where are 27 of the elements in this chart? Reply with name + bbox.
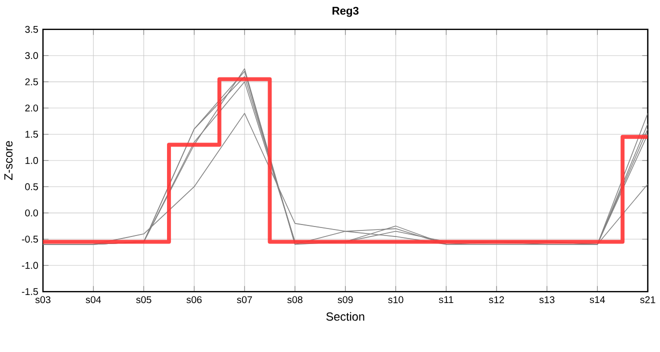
x-tick-label: s07 (236, 296, 252, 304)
y-tick-label: 1.0 (26, 156, 38, 164)
y-tick-label: 1.5 (26, 130, 38, 138)
x-tick-label: s03 (35, 296, 50, 304)
x-tick-label: s06 (186, 296, 202, 304)
x-tick-label: s11 (438, 296, 454, 303)
x-tick-label: s09 (338, 296, 353, 304)
x-tick-label: s12 (488, 296, 504, 304)
x-tick-label: s13 (539, 296, 554, 304)
y-tick-label: -1.5 (22, 288, 38, 295)
y-tick-label: 3.0 (25, 52, 38, 59)
x-tick-label: s08 (287, 296, 302, 304)
y-tick-label: -1.0 (22, 262, 38, 269)
y-tick-label: 3.5 (25, 26, 38, 33)
y-axis-title: Z-score (4, 140, 13, 180)
y-tick-label: -0.5 (22, 236, 38, 242)
x-tick-label: s10 (388, 296, 404, 304)
y-tick-label: 2.0 (25, 104, 38, 112)
y-tick-label: 0.0 (25, 209, 38, 216)
x-tick-label: s21 (640, 296, 656, 304)
x-tick-label: s04 (86, 296, 101, 304)
chart-title: Reg3 (332, 6, 359, 17)
x-tick-label: s05 (136, 296, 152, 304)
x-tick-label: s14 (590, 296, 605, 303)
x-axis-title: Section (326, 312, 364, 321)
y-tick-label: 2.5 (25, 78, 38, 86)
y-tick-label: 0.5 (25, 183, 38, 190)
